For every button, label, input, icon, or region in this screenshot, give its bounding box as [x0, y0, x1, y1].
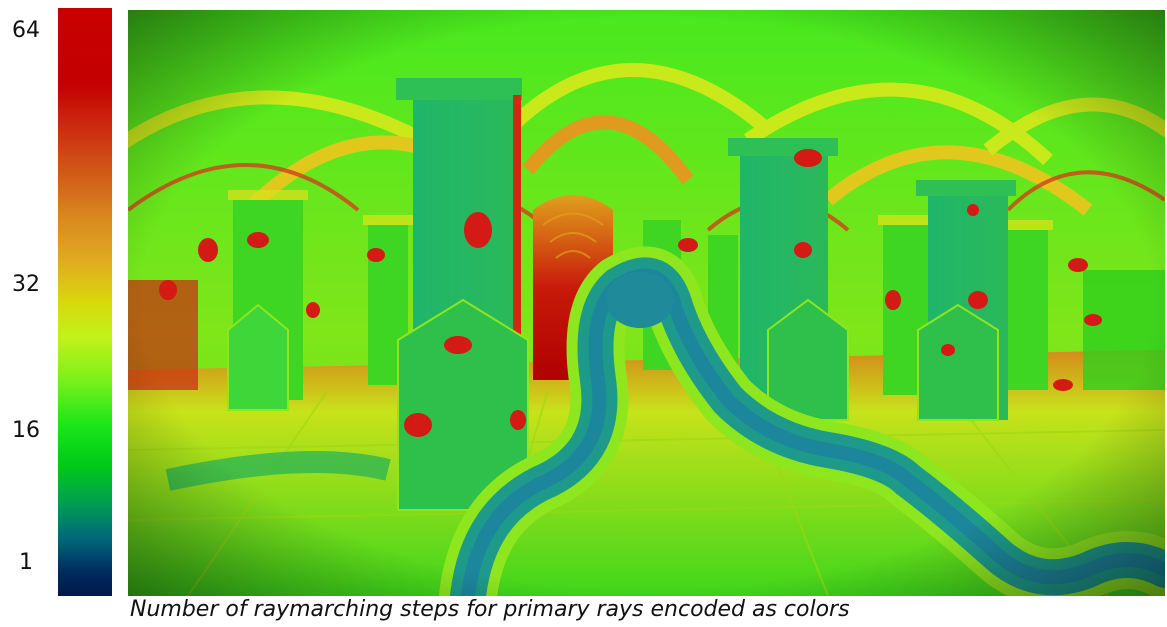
- colorbar-gradient: [58, 8, 112, 596]
- colorbar-tick-32: 32: [12, 272, 40, 297]
- figure-caption: Number of raymarching steps for primary …: [130, 597, 850, 622]
- colorbar-tick-16: 16: [12, 418, 40, 443]
- colorbar-tick-64: 64: [12, 18, 40, 43]
- raymarch-step-heatmap-render: [128, 10, 1165, 596]
- colorbar-tick-1: 1: [19, 550, 33, 575]
